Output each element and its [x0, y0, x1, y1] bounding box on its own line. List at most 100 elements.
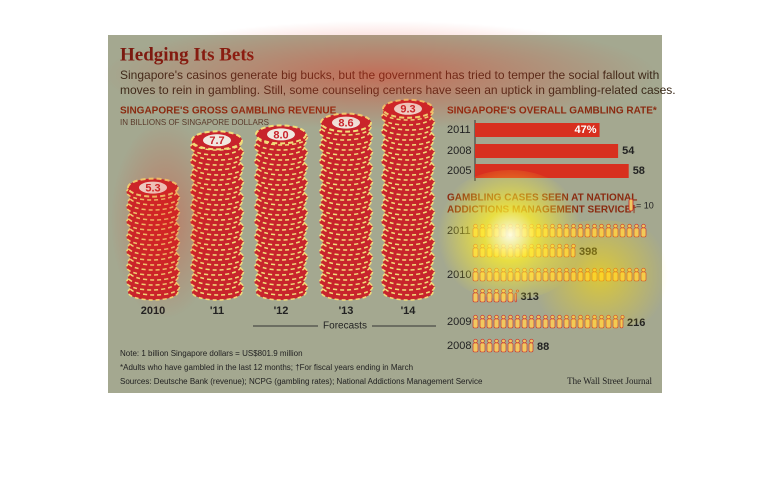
intro-line: Singapore's casinos generate big bucks, … [120, 68, 659, 82]
icon-head [508, 243, 513, 249]
icon-body [542, 227, 549, 238]
icon-head [550, 243, 555, 249]
icon-head [487, 314, 492, 320]
icon-body [563, 318, 570, 329]
icon-body [535, 227, 542, 238]
icon-body [598, 318, 605, 329]
icon-head [536, 243, 541, 249]
icon-head [529, 243, 534, 249]
legend-label: = 10 [636, 200, 654, 210]
chip-face [139, 181, 167, 194]
icon-body [500, 271, 507, 282]
icon-body [528, 342, 534, 353]
icon-body [563, 227, 570, 238]
icon-head [599, 223, 604, 229]
icon-head [508, 314, 513, 320]
icon-head [487, 267, 492, 273]
chart-title: GAMBLING CASES SEEN AT NATIONAL [447, 193, 637, 204]
icon-body [619, 227, 626, 238]
icon-body [626, 271, 633, 282]
icon-body [479, 227, 486, 238]
icon-body [500, 247, 507, 258]
value-label: 7.7 [209, 135, 224, 147]
icon-body [514, 318, 521, 329]
icon-head [494, 243, 499, 249]
icon-body [591, 318, 598, 329]
icon-head [641, 223, 646, 229]
icon-head [536, 314, 541, 320]
chip-stack [125, 177, 181, 301]
chart-title: ADDICTIONS MANAGEMENT SERVICE† [447, 205, 637, 216]
icon-body [640, 271, 647, 282]
icon-body [479, 318, 486, 329]
category-label: '11 [210, 305, 224, 317]
value-label: 54 [622, 145, 635, 157]
icon-body [493, 247, 500, 258]
category-label: '14 [401, 305, 417, 317]
icon-head [487, 223, 492, 229]
icon-body [535, 247, 542, 258]
value-label: 9.3 [400, 104, 415, 116]
icon-body [479, 342, 486, 353]
icon-head [516, 289, 519, 293]
category-label: 2008 [447, 340, 471, 352]
icon-body [472, 227, 479, 238]
chip-stack [189, 130, 245, 301]
icon-head [536, 223, 541, 229]
chip-face [332, 116, 360, 129]
icon-head [494, 314, 499, 320]
category-label: 2011 [447, 124, 471, 136]
icon-body [486, 318, 493, 329]
icon-body [521, 342, 528, 353]
icon-body [486, 271, 493, 282]
icon-body [556, 227, 563, 238]
icon-body [591, 227, 598, 238]
annotation: Forecasts [323, 321, 367, 332]
icon-head [473, 223, 478, 229]
icon-body [584, 227, 591, 238]
icon-head [578, 267, 583, 273]
icon-body [584, 318, 591, 329]
icon-body [577, 318, 584, 329]
icon-body [500, 318, 507, 329]
icon-head [620, 223, 625, 229]
icon-head [557, 243, 562, 249]
icon-head [543, 314, 548, 320]
icon-head [571, 243, 576, 249]
icon-head [473, 338, 478, 344]
chip-face [394, 102, 422, 115]
icon-body [528, 247, 535, 258]
icon-body [507, 342, 514, 353]
category-label: 2005 [447, 165, 471, 177]
title: Hedging Its Bets [120, 44, 254, 65]
icon-body [605, 227, 612, 238]
value-label: 8.0 [273, 129, 288, 141]
icon-head [627, 267, 632, 273]
icon-body [528, 318, 535, 329]
icon-head [557, 314, 562, 320]
icon-body [591, 271, 598, 282]
intro-line: moves to rein in gambling. Still, some c… [120, 83, 676, 97]
icon-body [479, 271, 486, 282]
icon-head [564, 314, 569, 320]
icon-head [585, 267, 590, 273]
icon-body [640, 227, 647, 238]
icon-head [508, 267, 513, 273]
icon-head [606, 223, 611, 229]
category-label: '13 [339, 305, 354, 317]
icon-head [522, 243, 527, 249]
icon-head [487, 288, 492, 294]
value-label: 398 [579, 246, 597, 258]
icon-head [501, 223, 506, 229]
icon-body [507, 247, 514, 258]
chart-title: SINGAPORE'S GROSS GAMBLING REVENUE [120, 106, 337, 117]
category-label: 2008 [447, 145, 471, 157]
icon-head [620, 315, 625, 319]
icon-body [563, 271, 570, 282]
icon-head [522, 338, 527, 344]
chip-stack [318, 112, 374, 301]
icon-head [480, 223, 485, 229]
icon-head [571, 223, 576, 229]
icon-body [528, 227, 535, 238]
